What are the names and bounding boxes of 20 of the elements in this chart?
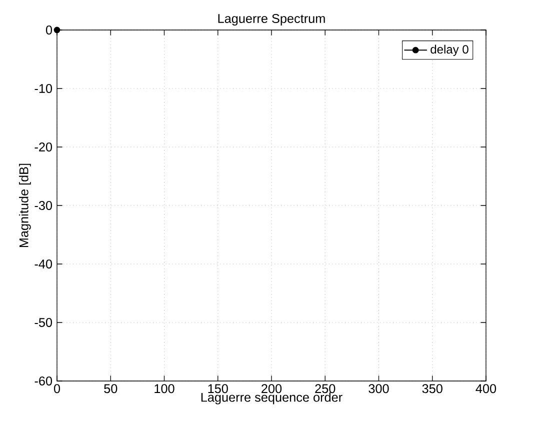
x-tick-label: 150 (208, 384, 228, 394)
y-tick-label: -30 (34, 201, 52, 210)
y-tick-label: 0 (46, 26, 52, 34)
y-tick-label: -40 (34, 260, 52, 268)
x-axis-title: Laguerre sequence order (201, 392, 342, 404)
y-axis-title: Magnitude [dB] (19, 164, 31, 248)
x-tick-label: 0 (54, 384, 60, 394)
x-tick-label: 50 (104, 384, 118, 394)
y-tick-label: -20 (34, 142, 52, 152)
x-tick-label: 350 (422, 384, 442, 394)
y-tick-label: -10 (34, 84, 52, 93)
x-tick-label: 200 (262, 384, 282, 394)
x-tick-label: 100 (154, 384, 174, 394)
y-tick-label: -50 (34, 318, 52, 327)
y-tick-label: -60 (34, 376, 52, 386)
x-tick-label: 400 (476, 384, 496, 394)
x-tick-label: 250 (315, 384, 336, 394)
chart-title: Laguerre Spectrum (218, 14, 325, 26)
legend-label: delay 0 (430, 44, 468, 56)
x-tick-label: 300 (368, 384, 389, 394)
